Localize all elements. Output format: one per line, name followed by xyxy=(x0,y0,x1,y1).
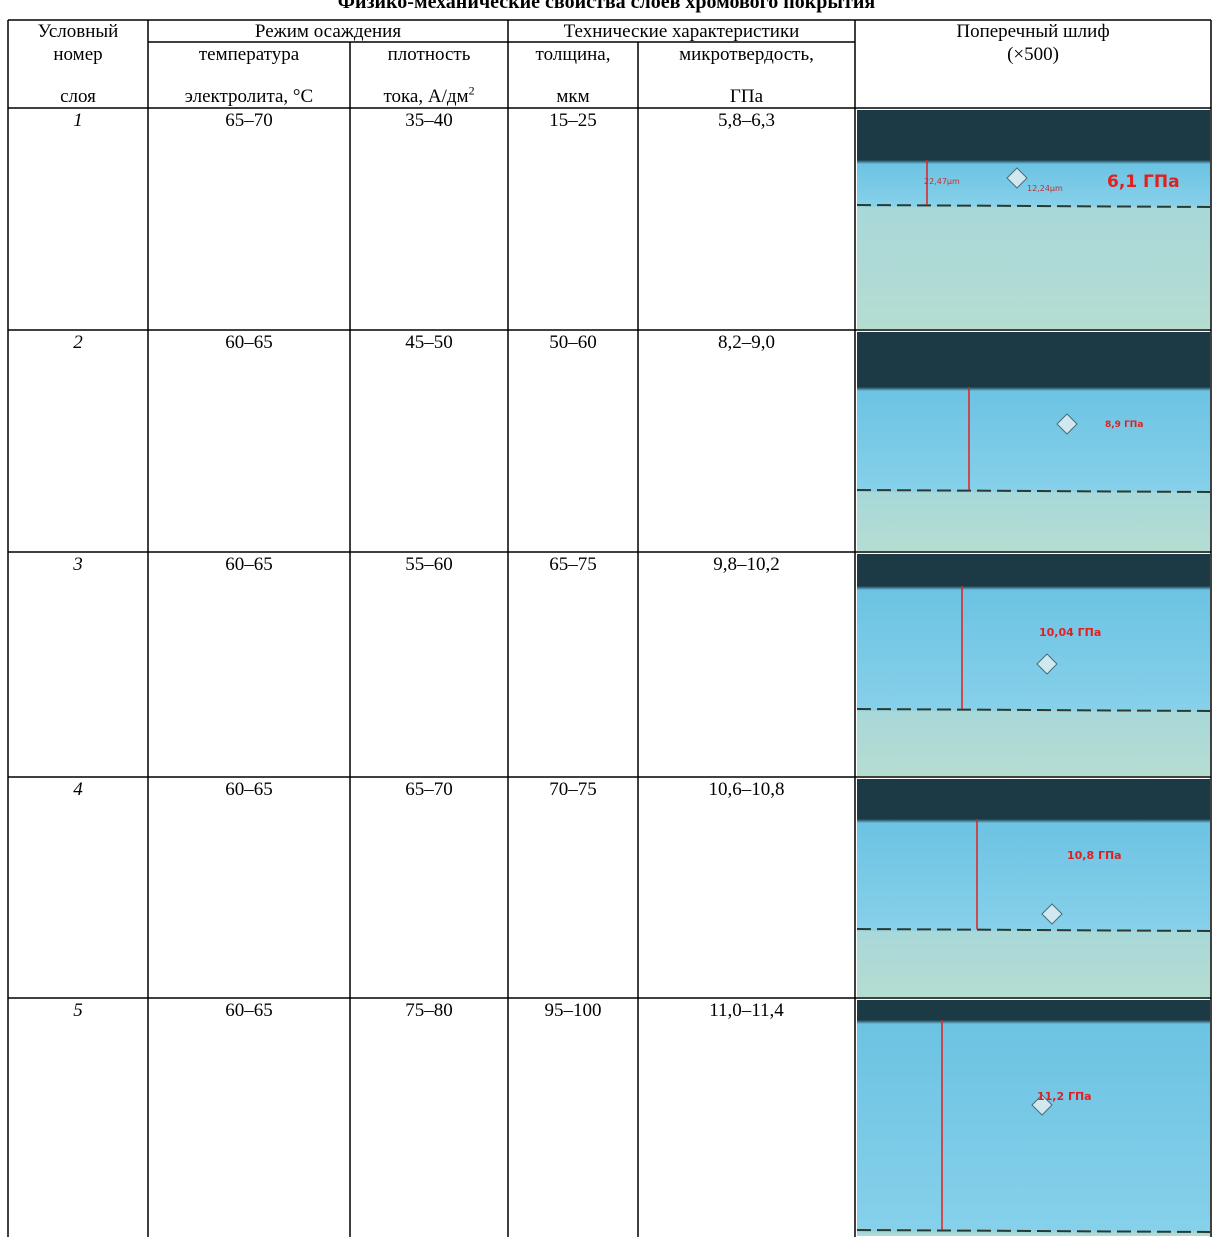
table-cell: 15–25 xyxy=(508,110,638,132)
table-cell: 9,8–10,2 xyxy=(638,554,855,576)
measure-label: 22,47µm xyxy=(924,177,960,186)
header-cell: номер xyxy=(8,44,148,66)
micrograph: 10,8 ГПа xyxy=(857,779,1210,997)
table-cell: 4 xyxy=(8,779,148,801)
table-cell: 75–80 xyxy=(350,1000,508,1022)
table-cell: 45–50 xyxy=(350,332,508,354)
header-cell: ГПа xyxy=(638,86,855,108)
micrograph-drawing xyxy=(857,1000,1210,1236)
header-cell: температура xyxy=(148,44,350,66)
page: Физико-механические свойства слоев хромо… xyxy=(0,0,1213,1237)
header-cell: Условный xyxy=(8,21,148,43)
micrograph-drawing xyxy=(857,110,1210,329)
header-cell: плотность xyxy=(350,44,508,66)
header-cell: слоя xyxy=(8,86,148,108)
header-cell: толщина, xyxy=(508,44,638,66)
table-cell: 65–75 xyxy=(508,554,638,576)
measure-label: 12,24µm xyxy=(1027,184,1063,193)
micrograph: 6,1 ГПа 22,47µm 12,24µm xyxy=(857,110,1210,329)
hardness-label: 10,04 ГПа xyxy=(1039,626,1101,639)
table-cell: 70–75 xyxy=(508,779,638,801)
table-cell: 5 xyxy=(8,1000,148,1022)
micrograph: 8,9 ГПа xyxy=(857,332,1210,551)
table-cell: 60–65 xyxy=(148,779,350,801)
micrograph-drawing xyxy=(857,332,1210,551)
table-cell: 11,0–11,4 xyxy=(638,1000,855,1022)
text: тока, А/дм xyxy=(383,86,468,107)
header-cell: Технические характеристики xyxy=(508,21,855,43)
header-cell: Поперечный шлиф xyxy=(855,21,1211,43)
table-cell: 60–65 xyxy=(148,1000,350,1022)
table-cell: 8,2–9,0 xyxy=(638,332,855,354)
micrograph-drawing xyxy=(857,779,1210,997)
table-cell: 10,6–10,8 xyxy=(638,779,855,801)
table-cell: 35–40 xyxy=(350,110,508,132)
table-cell: 95–100 xyxy=(508,1000,638,1022)
table-cell: 55–60 xyxy=(350,554,508,576)
header-cell: тока, А/дм2 xyxy=(350,86,508,108)
table-cell: 5,8–6,3 xyxy=(638,110,855,132)
header-cell: электролита, °C xyxy=(148,86,350,108)
hardness-label: 6,1 ГПа xyxy=(1107,172,1180,192)
hardness-label: 8,9 ГПа xyxy=(1105,420,1143,430)
hardness-label: 10,8 ГПа xyxy=(1067,849,1122,862)
micrograph: 10,04 ГПа xyxy=(857,554,1210,776)
header-cell: мкм xyxy=(508,86,638,108)
superscript: 2 xyxy=(469,84,475,98)
micrograph-drawing xyxy=(857,554,1210,776)
table-cell: 65–70 xyxy=(148,110,350,132)
table-cell: 1 xyxy=(8,110,148,132)
micrograph: 11,2 ГПа xyxy=(857,1000,1210,1236)
table-cell: 60–65 xyxy=(148,332,350,354)
header-cell: микротвердость, xyxy=(638,44,855,66)
table-cell: 60–65 xyxy=(148,554,350,576)
table-cell: 2 xyxy=(8,332,148,354)
table-cell: 3 xyxy=(8,554,148,576)
hardness-label: 11,2 ГПа xyxy=(1037,1090,1092,1103)
header-cell: Режим осаждения xyxy=(148,21,508,43)
table-cell: 50–60 xyxy=(508,332,638,354)
table-cell: 65–70 xyxy=(350,779,508,801)
header-cell: (×500) xyxy=(855,44,1211,66)
